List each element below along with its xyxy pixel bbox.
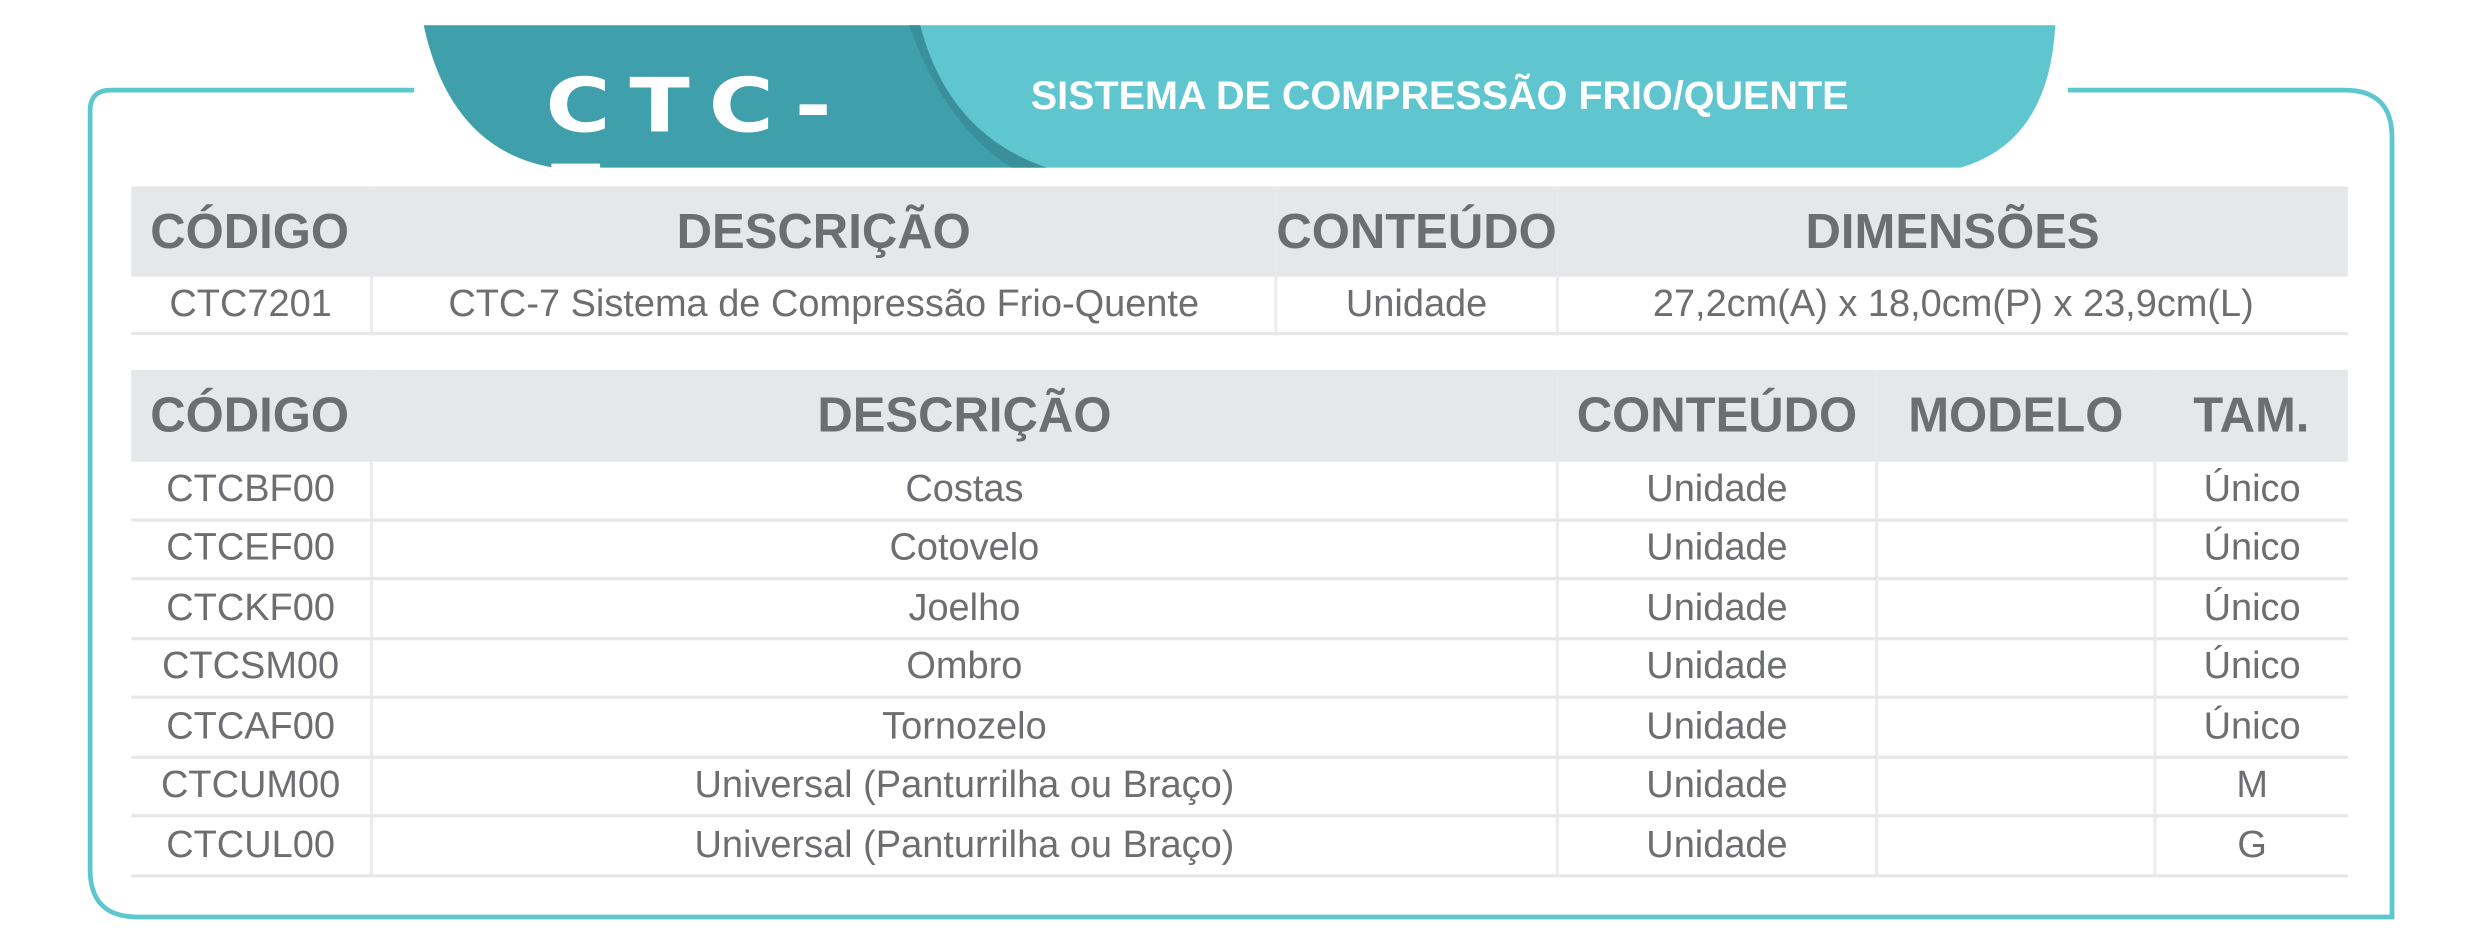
cell-model xyxy=(1876,697,2157,759)
cell-content: Unidade xyxy=(1557,637,1879,699)
column-header: DIMENSÕES xyxy=(1557,186,2348,277)
cell-content: Unidade xyxy=(1557,578,1879,640)
cell-code: CTCBF00 xyxy=(131,461,374,521)
cell-code: CTCEF00 xyxy=(131,519,374,581)
cell-description: Cotovelo xyxy=(371,519,1559,581)
cell-code: CTCUL00 xyxy=(131,815,374,877)
cell-model xyxy=(1876,461,2157,521)
cell-size: Único xyxy=(2154,697,2348,759)
cell-size: M xyxy=(2154,756,2348,818)
table-row: CTCBF00 Costas Unidade Único xyxy=(131,461,2348,521)
table-row: CTC7201 CTC-7 Sistema de Compressão Frio… xyxy=(131,276,2348,336)
cell-size: G xyxy=(2154,815,2348,877)
frame-border xyxy=(87,87,2395,920)
cell-description: Ombro xyxy=(371,637,1559,699)
cell-description: CTC-7 Sistema de Compressão Frio-Quente xyxy=(371,276,1278,336)
header-tab-light xyxy=(909,25,2056,168)
cell-model xyxy=(1876,637,2157,699)
table-row: CTCUL00 Universal (Panturrilha ou Braço) U… xyxy=(131,815,2348,877)
column-header: MODELO xyxy=(1876,369,2155,462)
cell-model xyxy=(1876,756,2157,818)
product-table: CÓDIGO DESCRIÇÃO CONTEÚDO DIMENSÕES CTC7… xyxy=(131,186,2348,336)
column-header: CONTEÚDO xyxy=(1275,186,1558,277)
table-header-row: CÓDIGO DESCRIÇÃO CONTEÚDO DIMENSÕES xyxy=(131,186,2348,277)
cell-content: Unidade xyxy=(1557,519,1879,581)
table-row: CTCSM00 Ombro Unidade Único xyxy=(131,637,2348,699)
cell-model xyxy=(1876,578,2157,640)
table-row: CTCAF00 Tornozelo Unidade Único xyxy=(131,697,2348,759)
cell-description: Universal (Panturrilha ou Braço) xyxy=(371,815,1559,877)
header-tab-dark xyxy=(423,25,1047,168)
column-header: DESCRIÇÃO xyxy=(371,186,1276,277)
cell-description: Joelho xyxy=(371,578,1559,640)
cell-content: Unidade xyxy=(1557,697,1879,759)
cell-size: Único xyxy=(2154,519,2348,581)
cell-code: CTCSM00 xyxy=(131,637,374,699)
column-header: CÓDIGO xyxy=(131,369,372,462)
cell-code: CTCKF00 xyxy=(131,578,374,640)
cell-code: CTCAF00 xyxy=(131,697,374,759)
cell-content: Unidade xyxy=(1275,276,1559,336)
table-row: CTCUM00 Universal (Panturrilha ou Braço) U… xyxy=(131,756,2348,818)
cell-description: Universal (Panturrilha ou Braço) xyxy=(371,756,1559,818)
column-header: TAM. xyxy=(2154,369,2348,462)
cell-dimensions: 27,2cm(A) x 18,0cm(P) x 23,9cm(L) xyxy=(1557,276,2348,336)
cell-code: CTCUM00 xyxy=(131,756,374,818)
column-header: CONTEÚDO xyxy=(1557,369,1877,462)
table-row: CTCKF00 Joelho Unidade Único xyxy=(131,578,2348,640)
cell-description: Tornozelo xyxy=(371,697,1559,759)
column-header: CÓDIGO xyxy=(131,186,372,277)
cell-content: Unidade xyxy=(1557,461,1879,521)
cell-model xyxy=(1876,519,2157,581)
cell-content: Unidade xyxy=(1557,815,1879,877)
table-row: CTCEF00 Cotovelo Unidade Único xyxy=(131,519,2348,581)
product-subtitle: SISTEMA DE COMPRESSÃO FRIO/QUENTE xyxy=(1030,74,1849,119)
cell-description: Costas xyxy=(371,461,1559,521)
cell-size: Único xyxy=(2154,578,2348,640)
table-header-row: CÓDIGO DESCRIÇÃO CONTEÚDO MODELO TAM. xyxy=(131,369,2348,462)
cell-size: Único xyxy=(2154,461,2348,521)
column-header: DESCRIÇÃO xyxy=(371,369,1558,462)
accessories-table: CÓDIGO DESCRIÇÃO CONTEÚDO MODELO TAM. CT… xyxy=(131,369,2348,877)
cell-code: CTC7201 xyxy=(131,276,374,336)
cell-size: Único xyxy=(2154,637,2348,699)
cell-content: Unidade xyxy=(1557,756,1879,818)
cell-model xyxy=(1876,815,2157,877)
